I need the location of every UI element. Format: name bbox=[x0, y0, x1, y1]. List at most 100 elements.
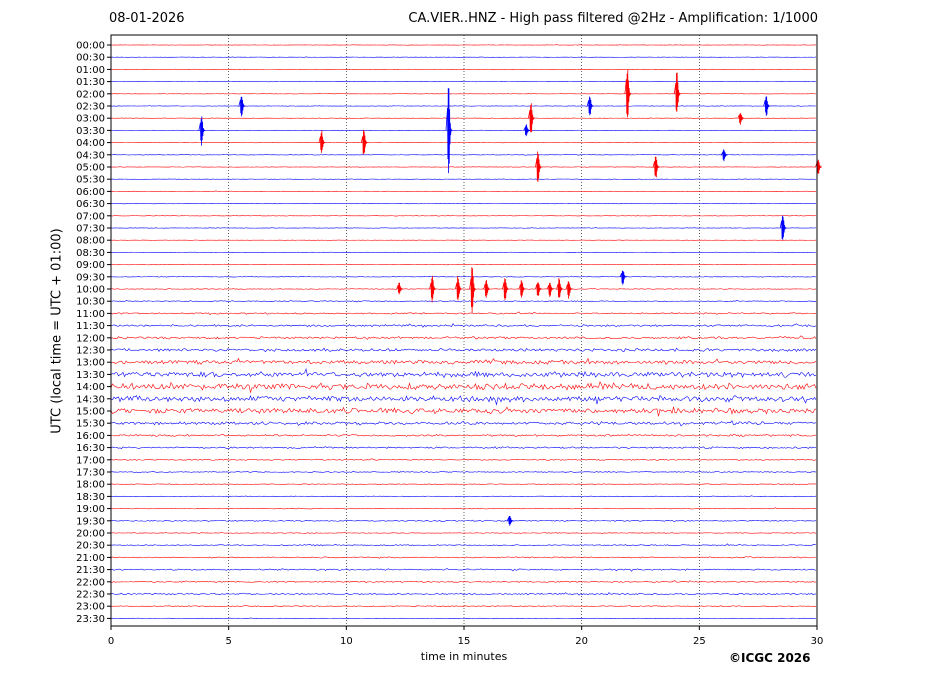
event-02:30-4 bbox=[763, 96, 771, 116]
y-tick-label-01:00: 01:00 bbox=[76, 65, 105, 76]
events bbox=[198, 70, 822, 526]
trace-22:30 bbox=[110, 592, 817, 596]
event-09:30-17 bbox=[619, 270, 627, 285]
trace-10:00 bbox=[110, 287, 817, 290]
y-tick-label-23:00: 23:00 bbox=[76, 602, 105, 613]
y-tick-label-10:00: 10:00 bbox=[76, 285, 105, 296]
traces bbox=[110, 44, 817, 619]
trace-11:00 bbox=[110, 311, 817, 315]
trace-02:30 bbox=[110, 105, 817, 107]
event-05:00-13 bbox=[535, 151, 542, 182]
event-10:00-24 bbox=[518, 280, 526, 298]
y-tick-label-03:30: 03:30 bbox=[76, 126, 105, 137]
trace-18:30 bbox=[110, 495, 817, 498]
event-02:30-3 bbox=[586, 96, 594, 116]
event-10:00-25 bbox=[535, 282, 542, 296]
copyright-label: ©ICGC 2026 bbox=[729, 651, 811, 665]
trace-13:30 bbox=[110, 368, 817, 379]
trace-08:30 bbox=[110, 251, 817, 253]
y-tick-label-05:00: 05:00 bbox=[76, 163, 105, 174]
x-tick-label-30: 30 bbox=[811, 636, 824, 647]
y-tick-label-06:00: 06:00 bbox=[76, 187, 105, 198]
trace-19:30 bbox=[110, 519, 817, 522]
y-tick-label-20:30: 20:30 bbox=[76, 541, 105, 552]
event-02:30-2 bbox=[238, 96, 246, 117]
trace-12:00 bbox=[110, 335, 817, 340]
trace-17:30 bbox=[110, 470, 817, 474]
trace-00:00 bbox=[110, 44, 817, 46]
y-tick-label-02:30: 02:30 bbox=[76, 102, 105, 113]
trace-20:00 bbox=[110, 531, 817, 534]
trace-07:00 bbox=[110, 215, 817, 217]
y-tick-label-07:30: 07:30 bbox=[76, 224, 105, 235]
y-tick-label-11:30: 11:30 bbox=[76, 321, 105, 332]
y-tick-label-06:30: 06:30 bbox=[76, 199, 105, 210]
trace-22:00 bbox=[110, 580, 817, 584]
y-tick-label-23:30: 23:30 bbox=[76, 614, 105, 625]
trace-04:30 bbox=[110, 154, 817, 156]
trace-00:30 bbox=[110, 56, 817, 58]
event-03:00-6 bbox=[737, 113, 745, 125]
y-tick-label-10:30: 10:30 bbox=[76, 297, 105, 308]
event-05:00-14 bbox=[652, 156, 660, 178]
y-tick-label-16:30: 16:30 bbox=[76, 443, 105, 454]
trace-05:30 bbox=[110, 178, 817, 180]
x-tick-label-25: 25 bbox=[693, 636, 706, 647]
y-tick-label-18:30: 18:30 bbox=[76, 492, 105, 503]
trace-14:30 bbox=[110, 395, 817, 406]
y-tick-label-17:30: 17:30 bbox=[76, 468, 105, 479]
y-tick-label-21:00: 21:00 bbox=[76, 553, 105, 564]
event-10:00-22 bbox=[483, 279, 491, 298]
x-axis-ticks: 0 5 10 15 20 25 30 bbox=[108, 626, 824, 647]
event-02:00-1 bbox=[673, 72, 681, 112]
trace-15:00 bbox=[110, 406, 817, 417]
trace-08:00 bbox=[110, 239, 817, 241]
y-tick-label-15:00: 15:00 bbox=[76, 407, 105, 418]
event-03:00-5 bbox=[528, 103, 535, 133]
trace-07:30 bbox=[110, 227, 817, 229]
trace-09:00 bbox=[110, 263, 817, 266]
y-tick-label-04:30: 04:30 bbox=[76, 150, 105, 161]
y-tick-label-00:00: 00:00 bbox=[76, 41, 105, 52]
y-tick-label-01:30: 01:30 bbox=[76, 77, 105, 88]
y-tick-label-05:30: 05:30 bbox=[76, 175, 105, 186]
date-label: 08-01-2026 bbox=[109, 11, 185, 26]
y-tick-label-08:30: 08:30 bbox=[76, 248, 105, 259]
trace-09:30 bbox=[110, 275, 817, 278]
trace-23:30 bbox=[110, 617, 817, 619]
y-tick-label-09:00: 09:00 bbox=[76, 260, 105, 271]
trace-16:00 bbox=[110, 433, 817, 438]
event-10:00-19 bbox=[429, 275, 436, 303]
trace-06:00 bbox=[110, 190, 817, 192]
y-tick-label-15:30: 15:30 bbox=[76, 419, 105, 430]
trace-14:00 bbox=[110, 381, 817, 394]
event-04:00-11 bbox=[360, 129, 368, 155]
y-tick-label-16:00: 16:00 bbox=[76, 431, 105, 442]
trace-02:00 bbox=[110, 93, 817, 95]
trace-04:00 bbox=[110, 141, 817, 144]
y-tick-label-04:00: 04:00 bbox=[76, 138, 105, 149]
y-tick-label-13:30: 13:30 bbox=[76, 370, 105, 381]
trace-21:30 bbox=[110, 568, 817, 572]
trace-15:30 bbox=[110, 420, 817, 427]
y-tick-label-14:30: 14:30 bbox=[76, 394, 105, 405]
trace-23:00 bbox=[110, 605, 817, 608]
trace-13:00 bbox=[110, 357, 817, 365]
y-tick-label-19:00: 19:00 bbox=[76, 504, 105, 515]
event-03:30-7 bbox=[198, 116, 206, 146]
x-tick-label-0: 0 bbox=[108, 636, 114, 647]
x-tick-label-15: 15 bbox=[458, 636, 471, 647]
event-10:00-21 bbox=[469, 267, 477, 313]
trace-05:00 bbox=[110, 166, 817, 168]
trace-11:30 bbox=[110, 323, 817, 328]
x-axis-label: time in minutes bbox=[420, 650, 508, 663]
event-10:00-18 bbox=[396, 282, 404, 295]
y-tick-label-22:30: 22:30 bbox=[76, 590, 105, 601]
event-10:00-23 bbox=[502, 278, 509, 301]
event-05:00-15 bbox=[815, 159, 822, 174]
y-tick-label-07:00: 07:00 bbox=[76, 211, 105, 222]
trace-01:30 bbox=[110, 81, 817, 83]
y-tick-label-22:00: 22:00 bbox=[76, 577, 105, 588]
